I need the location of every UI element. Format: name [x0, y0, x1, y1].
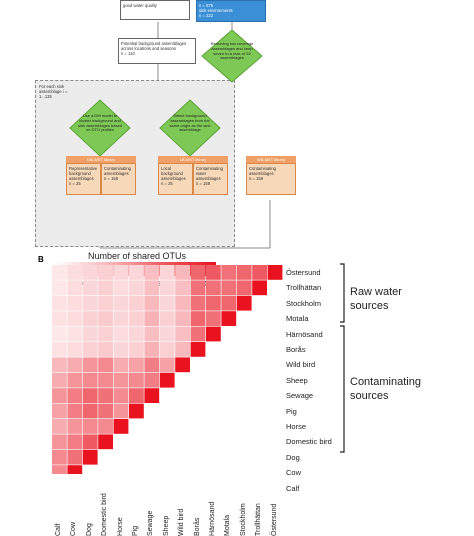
row-label: Trollhättan	[286, 283, 322, 293]
decision-diamonds	[69, 29, 263, 157]
bracket-raw-water	[340, 263, 345, 323]
row-label: Östersund	[286, 268, 321, 277]
column-label: Dog	[85, 523, 93, 536]
column-label: Sheep	[162, 515, 170, 536]
legend-title: Number of shared OTUs	[88, 251, 187, 261]
row-label: Sheep	[286, 375, 308, 385]
row-label: Domestic bird	[286, 437, 332, 447]
row-label: Pig	[286, 406, 297, 416]
bracket-contaminating	[340, 325, 345, 453]
lb-mst-library: LB-MST library Local background assembla…	[158, 156, 228, 200]
potential-text: Potential background assemblages across …	[121, 41, 187, 51]
diamond2-text: Select background assemblages from the s…	[169, 113, 211, 133]
column-label: Calf	[55, 523, 62, 536]
top-right-count: n = 575	[199, 3, 214, 8]
column-label: Härnösand	[209, 501, 216, 536]
top-left-box: good water quality	[120, 0, 190, 20]
dm-mst-title: DM-MST library	[66, 156, 136, 163]
panel-b-label: B	[38, 255, 44, 264]
column-label: Östersund	[270, 503, 278, 536]
wb-mst-title: WB-MST library	[246, 156, 296, 163]
group-raw-water: Raw water sources	[350, 286, 402, 312]
row-label: Horse	[286, 422, 307, 431]
top-left-box-text: good water quality	[123, 3, 157, 8]
lb-mst-title: LB-MST library	[158, 156, 228, 163]
column-label: Motala	[224, 514, 232, 536]
column-label: Horse	[116, 517, 124, 536]
row-label: Calf	[286, 483, 300, 493]
row-label: Motala	[286, 314, 309, 324]
row-label: Borås	[286, 345, 306, 354]
column-label: Domestic bird	[101, 493, 109, 536]
top-right-line2: n = 222	[199, 13, 214, 18]
column-label: Borås	[193, 517, 201, 536]
column-label: Sewage	[147, 510, 155, 536]
column-label: Pig	[132, 525, 139, 536]
lb-local-background: Local background assemblages n = 25	[158, 163, 193, 195]
diamond3-text: Removing low coverage assemblages and ke…	[210, 41, 254, 61]
dm-contaminating: Contaminating assemblages n = 158	[101, 163, 136, 195]
wb-mst-library: WB-MST library Contaminating assemblages…	[246, 156, 296, 200]
row-label: Cow	[286, 468, 302, 478]
top-right-box: n = 575 sink environments n = 222	[196, 0, 266, 22]
diamond-wb	[201, 29, 263, 83]
dm-rep-background: Representative background assemblages n …	[66, 163, 101, 195]
column-label: Stockholm	[239, 503, 247, 536]
row-label: Härnösand	[286, 329, 323, 339]
dm-mst-library: DM-MST library Representative background…	[66, 156, 136, 200]
group-contaminating: Contaminating sources	[350, 376, 421, 402]
row-label: Stockholm	[286, 298, 322, 308]
row-label: Wild bird	[286, 360, 316, 370]
wb-contaminating: Contaminating assemblages n = 158	[246, 163, 296, 195]
potential-background-box: Potential background assemblages across …	[118, 38, 196, 64]
column-label: Trollhättan	[255, 503, 263, 536]
for-each-sink-label: For each sink assemblage i = 1...135	[39, 84, 68, 99]
column-label: Cow	[70, 521, 78, 536]
lb-contaminating: Contaminating water assemblages n = 158	[193, 163, 228, 195]
top-right-line1: sink environments	[199, 8, 233, 13]
column-label: Wild bird	[178, 508, 186, 536]
row-label: Sewage	[286, 391, 314, 401]
row-label: Dog	[286, 452, 300, 462]
group-brackets	[340, 263, 345, 453]
potential-n: n = 110	[121, 51, 135, 56]
diamond1-text: Use a DM model to cluster background and…	[78, 113, 122, 133]
